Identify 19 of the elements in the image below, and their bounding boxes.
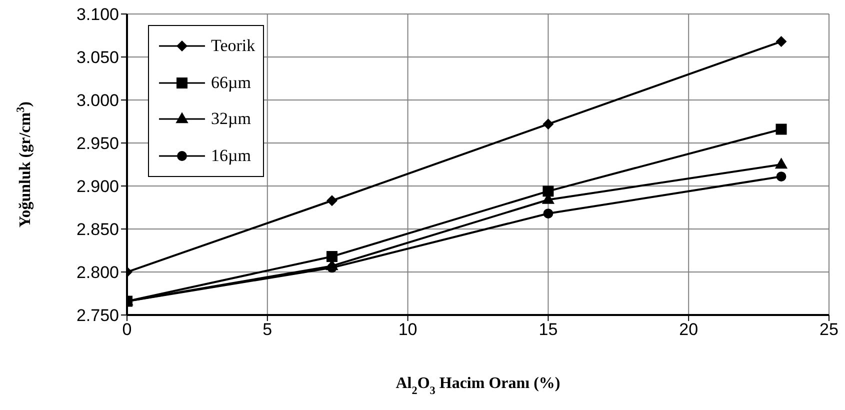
- y-tick-label: 2.750: [76, 306, 119, 326]
- legend-label: Teorik: [211, 36, 256, 56]
- y-tick-label: 2.850: [76, 220, 119, 240]
- x-tick-label: 0: [122, 320, 132, 340]
- y-tick-label: 2.900: [76, 177, 119, 196]
- y-tick-label: 2.800: [76, 263, 119, 282]
- legend-label: 16µm: [211, 146, 252, 166]
- x-axis-title: Al$_{2}$O$_{3}$ Hacim Oranı (%): [396, 375, 560, 397]
- x-tick-label: 25: [820, 320, 838, 340]
- x-tick-label: 15: [538, 320, 558, 340]
- y-tick-label: 2.950: [76, 134, 119, 154]
- legend-label: 32µm: [211, 109, 252, 130]
- x-tick-label: 5: [262, 320, 272, 340]
- y-tick-label: 3.000: [76, 91, 119, 110]
- x-tick-label: 20: [679, 320, 698, 340]
- y-tick-label: 3.050: [76, 48, 119, 68]
- x-tick-label: 10: [398, 320, 418, 340]
- legend-label: 66µm: [211, 72, 252, 93]
- y-tick-label: 3.100: [76, 5, 119, 24]
